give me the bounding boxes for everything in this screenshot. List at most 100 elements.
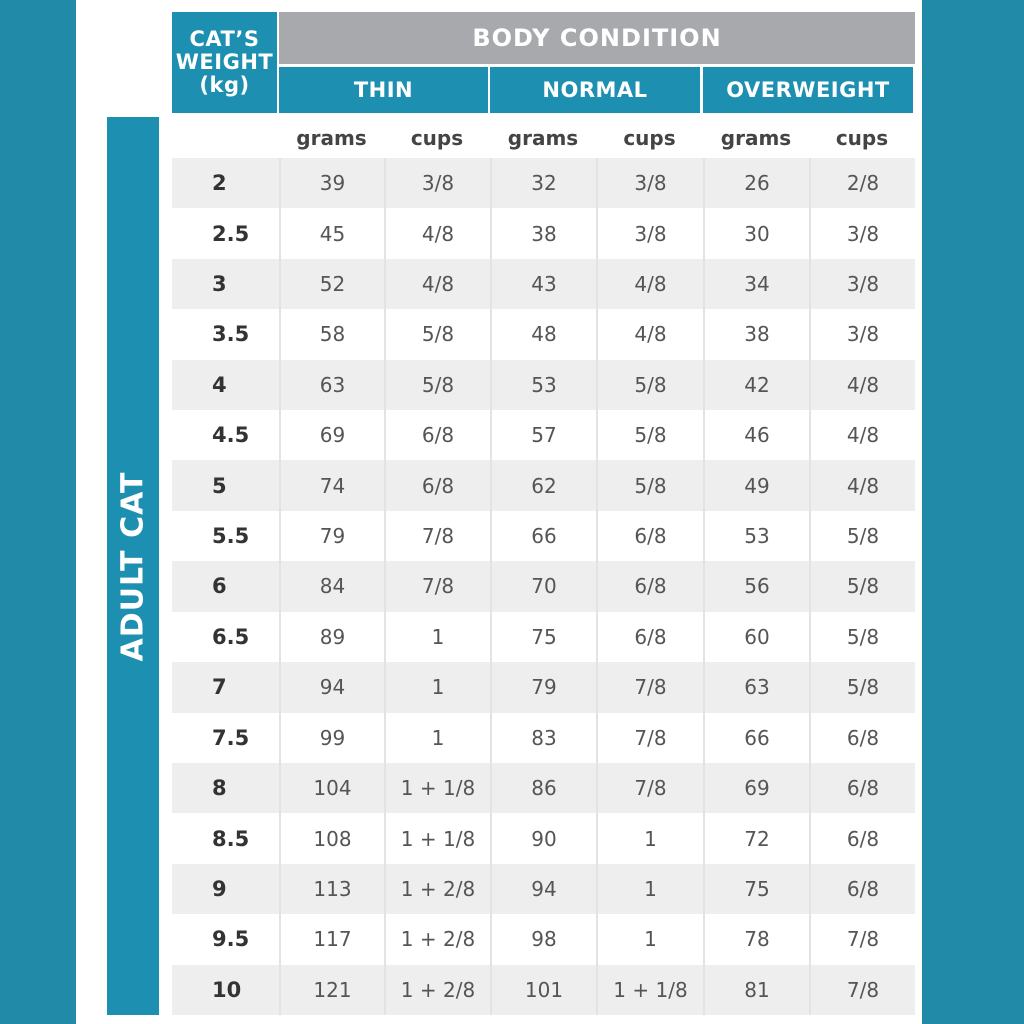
data-cell: 52 [279,258,384,310]
data-cell: 45 [279,208,384,259]
data-cell: 5/8 [596,410,703,461]
data-cell: 5/8 [384,309,490,360]
data-cell: 7/8 [596,712,703,763]
data-cell: 57 [490,410,596,461]
data-cell: 5/8 [384,359,490,411]
weight-cell: 2.5 [172,208,279,259]
data-cell: 7/8 [809,914,915,965]
data-cell: 113 [279,863,384,915]
data-cell: 5/8 [809,611,915,663]
data-cell: 5/8 [596,359,703,411]
weight-cell: 4.5 [172,410,279,461]
column-subheader: cups [835,125,889,150]
weight-header: CAT’S WEIGHT (kg) [172,12,277,113]
weight-cell: 3.5 [172,309,279,360]
data-cell: 38 [703,309,809,360]
weight-cell: 3 [172,258,279,310]
data-cell: 7/8 [809,964,915,1015]
data-cell: 4/8 [809,410,915,461]
data-cell: 4/8 [384,208,490,259]
data-cell: 1 [384,662,490,713]
weight-cell: 6 [172,561,279,612]
data-cell: 101 [490,964,596,1015]
data-cell: 6/8 [596,561,703,612]
data-cell: 34 [703,258,809,310]
data-cell: 5/8 [809,510,915,562]
weight-header-line: CAT’S [189,27,260,51]
data-cell: 6/8 [809,863,915,915]
column-subheader: grams [507,125,579,150]
weight-cell: 5.5 [172,510,279,562]
weight-cell: 6.5 [172,611,279,663]
weight-cell: 8.5 [172,813,279,864]
data-cell: 4/8 [596,309,703,360]
data-cell: 3/8 [596,208,703,259]
data-cell: 1 [596,813,703,864]
weight-cell: 2 [172,158,279,209]
data-cell: 5/8 [809,662,915,713]
data-cell: 75 [703,863,809,915]
data-cell: 1 [596,914,703,965]
data-cell: 99 [279,712,384,763]
weight-cell: 7 [172,662,279,713]
data-cell: 7/8 [596,762,703,814]
data-cell: 94 [490,863,596,915]
data-cell: 43 [490,258,596,310]
data-cell: 117 [279,914,384,965]
data-cell: 1 [384,611,490,663]
data-cell: 6/8 [809,813,915,864]
column-subheader: cups [410,125,464,150]
data-cell: 30 [703,208,809,259]
data-cell: 7/8 [596,662,703,713]
data-cell: 78 [703,914,809,965]
data-cell: 89 [279,611,384,663]
data-cell: 32 [490,158,596,209]
data-cell: 6/8 [384,460,490,511]
data-cell: 74 [279,460,384,511]
data-cell: 53 [703,510,809,562]
data-cell: 60 [703,611,809,663]
data-cell: 58 [279,309,384,360]
data-cell: 83 [490,712,596,763]
column-subheader: grams [720,125,792,150]
body-condition-header: BODY CONDITION [279,12,915,64]
data-cell: 63 [703,662,809,713]
data-cell: 90 [490,813,596,864]
side-bar: ADULT CAT [107,117,159,1015]
weight-cell: 8 [172,762,279,814]
data-cell: 1 + 1/8 [384,762,490,814]
data-cell: 75 [490,611,596,663]
data-cell: 3/8 [809,208,915,259]
data-cell: 6/8 [809,712,915,763]
data-cell: 7/8 [384,561,490,612]
weight-cell: 7.5 [172,712,279,763]
data-cell: 4/8 [596,258,703,310]
data-cell: 53 [490,359,596,411]
data-cell: 4/8 [809,359,915,411]
weight-cell: 5 [172,460,279,511]
data-cell: 39 [279,158,384,209]
data-cell: 46 [703,410,809,461]
data-cell: 66 [490,510,596,562]
weight-cell: 10 [172,964,279,1015]
data-cell: 84 [279,561,384,612]
data-cell: 4/8 [384,258,490,310]
data-cell: 6/8 [596,510,703,562]
data-cell: 1 [384,712,490,763]
column-subheader: grams [296,125,367,150]
data-cell: 69 [279,410,384,461]
data-cell: 63 [279,359,384,411]
weight-cell: 9.5 [172,914,279,965]
data-cell: 66 [703,712,809,763]
data-cell: 2/8 [809,158,915,209]
data-cell: 94 [279,662,384,713]
data-cell: 3/8 [596,158,703,209]
data-cell: 1 + 1/8 [384,813,490,864]
data-cell: 5/8 [809,561,915,612]
data-cell: 4/8 [809,460,915,511]
weight-header-line: WEIGHT [175,50,274,74]
side-label: ADULT CAT [115,471,151,661]
data-cell: 48 [490,309,596,360]
column-subheader: cups [623,125,676,150]
